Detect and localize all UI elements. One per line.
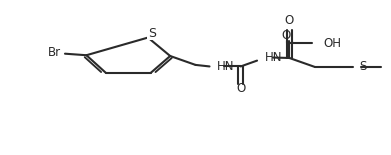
Text: O: O <box>282 29 291 42</box>
Text: S: S <box>360 60 367 73</box>
Text: OH: OH <box>323 37 341 50</box>
Text: HN: HN <box>265 51 283 64</box>
Text: HN: HN <box>217 60 235 73</box>
Text: O: O <box>236 82 245 95</box>
Text: O: O <box>285 13 294 27</box>
Text: S: S <box>148 27 156 40</box>
Text: Br: Br <box>48 46 61 59</box>
